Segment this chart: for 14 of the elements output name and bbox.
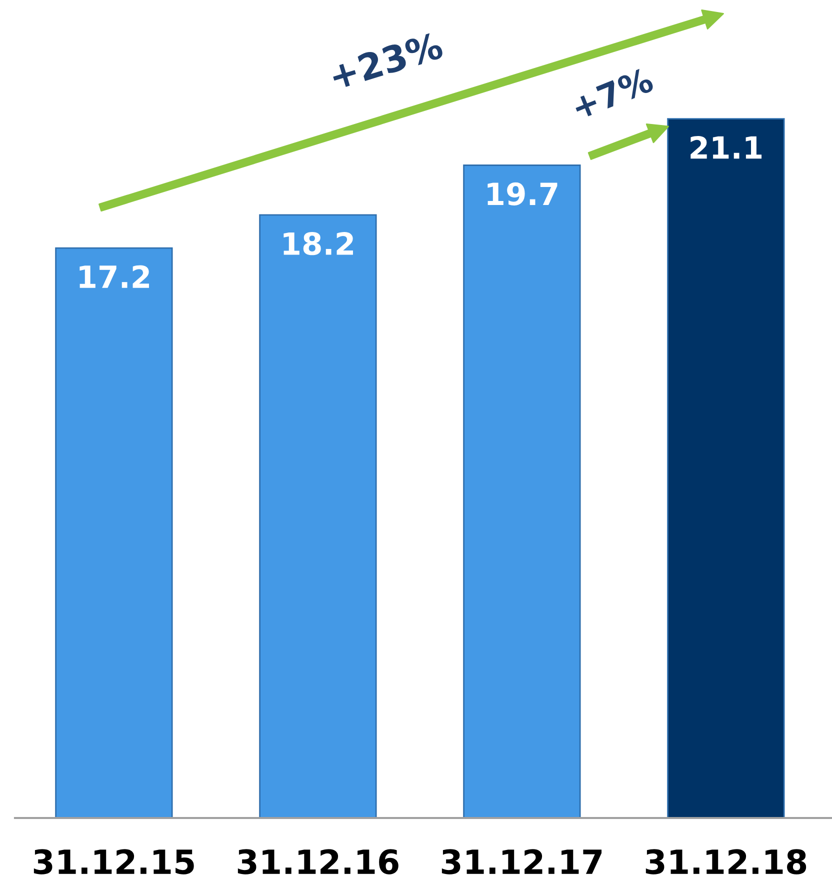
bar (667, 118, 785, 818)
x-tick-label: 31.12.15 (34, 849, 194, 874)
bar (259, 214, 377, 818)
text: +23% (329, 31, 444, 90)
data-label: 19.7 (488, 182, 558, 206)
x-tick-label: 31.12.16 (238, 849, 398, 874)
x-tick-label: 31.12.17 (442, 849, 602, 874)
annotation: +7% (571, 66, 655, 120)
x-tick-label: 31.12.18 (646, 849, 806, 874)
bar (55, 247, 173, 818)
bar (463, 164, 581, 818)
data-label: 18.2 (284, 232, 353, 256)
data-label: 21.1 (690, 136, 762, 159)
data-label: 17.2 (80, 265, 149, 288)
